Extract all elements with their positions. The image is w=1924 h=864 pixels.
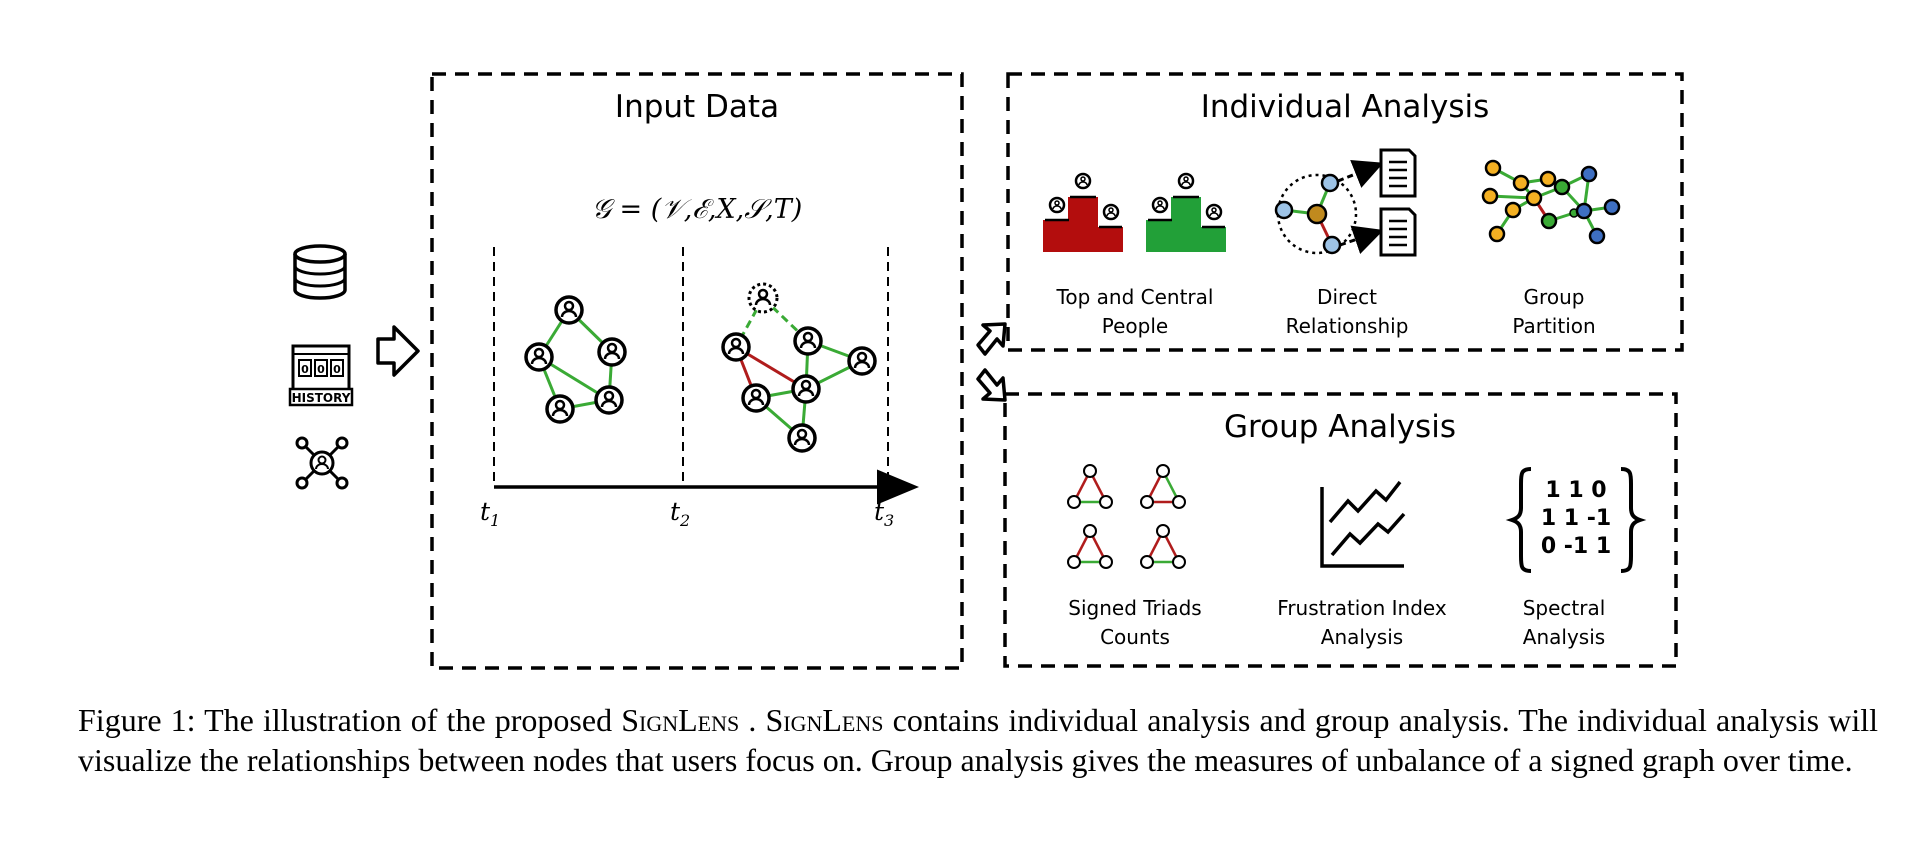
top-central-label: Top and Central People xyxy=(1056,285,1214,338)
input-data-title: Input Data xyxy=(615,89,779,125)
signed-triads-label: Signed Triads Counts xyxy=(1068,596,1201,649)
input-arrow-icon xyxy=(376,325,420,377)
input-data-panel xyxy=(430,72,964,670)
history-digit: 0 xyxy=(333,363,341,376)
time-label-t1: t1 xyxy=(480,497,500,530)
matrix-icon: { 1 1 0 1 1 -1 0 -1 1 xyxy=(1505,467,1647,573)
time-label-t3: t3 xyxy=(874,497,894,530)
spectral-analysis-label: Spectral Analysis xyxy=(1523,596,1606,649)
time-label-t2: t2 xyxy=(670,497,690,530)
group-partition-label: Group Partition xyxy=(1512,285,1595,338)
history-label: HISTORY xyxy=(292,391,351,405)
history-digit: 0 xyxy=(317,363,325,376)
graph-snapshot-t1 xyxy=(524,295,627,424)
signlens-diagram: 0 0 0 HISTORY Input Data 𝒢 = (𝒱,ℰ,𝑋,𝒮,𝑇)… xyxy=(288,72,1684,670)
group-partition-icon xyxy=(1481,159,1621,245)
group-analysis-title: Group Analysis xyxy=(1224,409,1456,445)
line-chart-icon xyxy=(1320,480,1406,568)
graph-snapshot-t2 xyxy=(721,282,877,453)
matrix-row: 1 1 0 xyxy=(1545,478,1606,503)
individual-analysis-title: Individual Analysis xyxy=(1201,89,1490,125)
direct-relationship-icon xyxy=(1274,148,1417,257)
group-analysis-panel xyxy=(1003,392,1678,668)
podium-red-icon xyxy=(1043,172,1123,252)
database-icon xyxy=(293,244,347,300)
group-arrow-icon xyxy=(976,368,1007,402)
user-network-icon xyxy=(295,436,349,490)
graph-formula: 𝒢 = (𝒱,ℰ,𝑋,𝒮,𝑇) xyxy=(592,194,803,225)
history-digit: 0 xyxy=(301,363,309,376)
matrix-row: 1 1 -1 xyxy=(1541,506,1611,531)
history-icon: 0 0 0 HISTORY xyxy=(288,344,354,407)
direct-relationship-label: Direct Relationship xyxy=(1286,285,1409,338)
method-name: SignLens xyxy=(621,702,740,738)
individual-analysis-panel xyxy=(1006,72,1684,352)
individual-arrow-icon xyxy=(976,322,1007,356)
method-name: SignLens xyxy=(765,702,884,738)
frustration-index-label: Frustration Index Analysis xyxy=(1277,596,1447,649)
podium-green-icon xyxy=(1146,172,1226,252)
signed-triads-icon xyxy=(1067,464,1186,569)
figure-caption: Figure 1: The illustration of the propos… xyxy=(78,702,1878,778)
matrix-row: 0 -1 1 xyxy=(1541,534,1611,559)
